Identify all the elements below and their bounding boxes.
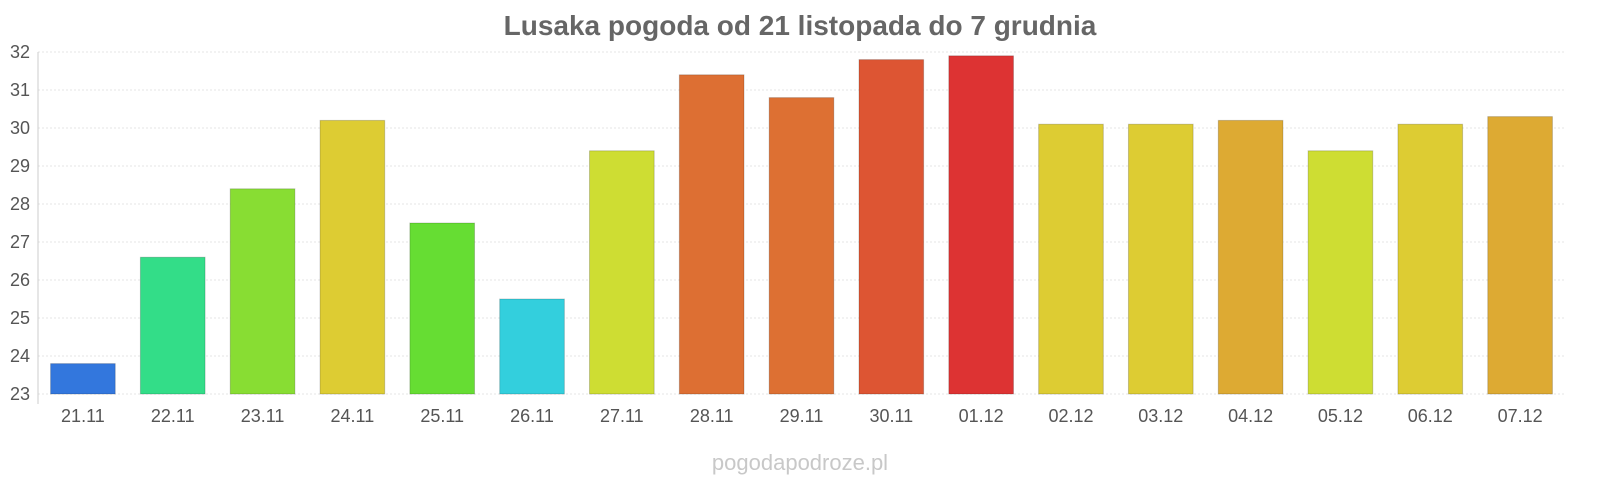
x-tick-label: 01.12: [959, 406, 1004, 426]
chart-title: Lusaka pogoda od 21 listopada do 7 grudn…: [503, 10, 1097, 41]
bar: [948, 55, 1014, 395]
bar: [499, 298, 565, 395]
x-tick-label: 28.11: [690, 406, 734, 426]
bar: [1217, 119, 1284, 395]
bar: [589, 150, 655, 395]
tick-labels: 23 24 25 26 27 28 29 30 31 32 21.11 22.11 23.11 24.11…: [10, 42, 1543, 426]
watermark: pogodapodroze.pl: [711, 450, 889, 475]
x-tick-label: 27.11: [600, 406, 644, 426]
y-tick-label: 25: [10, 308, 30, 328]
x-tick-label: 03.12: [1138, 406, 1183, 426]
x-tick-label: 29.11: [780, 406, 824, 426]
x-tick-label: 07.12: [1498, 406, 1543, 426]
bar: [1307, 150, 1374, 395]
bar: [768, 97, 835, 395]
x-tick-label: 06.12: [1408, 406, 1453, 426]
y-tick-label: 28: [10, 194, 30, 214]
y-tick-label: 26: [10, 270, 30, 290]
y-tick-label: 24: [10, 346, 30, 366]
bar: [1397, 123, 1464, 395]
bar: [858, 59, 925, 395]
bar: [229, 188, 296, 395]
x-tick-label: 05.12: [1318, 406, 1363, 426]
y-tick-label: 30: [10, 118, 30, 138]
x-tick-label: 04.12: [1228, 406, 1273, 426]
x-tick-label: 25.11: [420, 406, 464, 426]
bar: [1038, 123, 1104, 395]
x-tick-label: 26.11: [510, 406, 554, 426]
x-tick-label: 23.11: [241, 406, 285, 426]
x-tick-label: 24.11: [331, 406, 375, 426]
x-tick-label: 30.11: [869, 406, 913, 426]
x-tick-label: 02.12: [1048, 406, 1093, 426]
x-tick-label: 21.11: [61, 406, 105, 426]
y-tick-label: 31: [10, 80, 30, 100]
bars: [50, 55, 1553, 395]
bar: [678, 74, 745, 395]
bar: [139, 256, 206, 395]
y-tick-label: 32: [10, 42, 30, 62]
y-tick-label: 23: [10, 384, 30, 404]
bar: [409, 222, 476, 395]
bar: [1487, 116, 1553, 395]
y-tick-label: 27: [10, 232, 30, 252]
bar: [319, 119, 386, 395]
bar: [1127, 123, 1194, 395]
x-tick-label: 22.11: [151, 406, 195, 426]
bar: [50, 363, 116, 395]
y-tick-label: 29: [10, 156, 30, 176]
